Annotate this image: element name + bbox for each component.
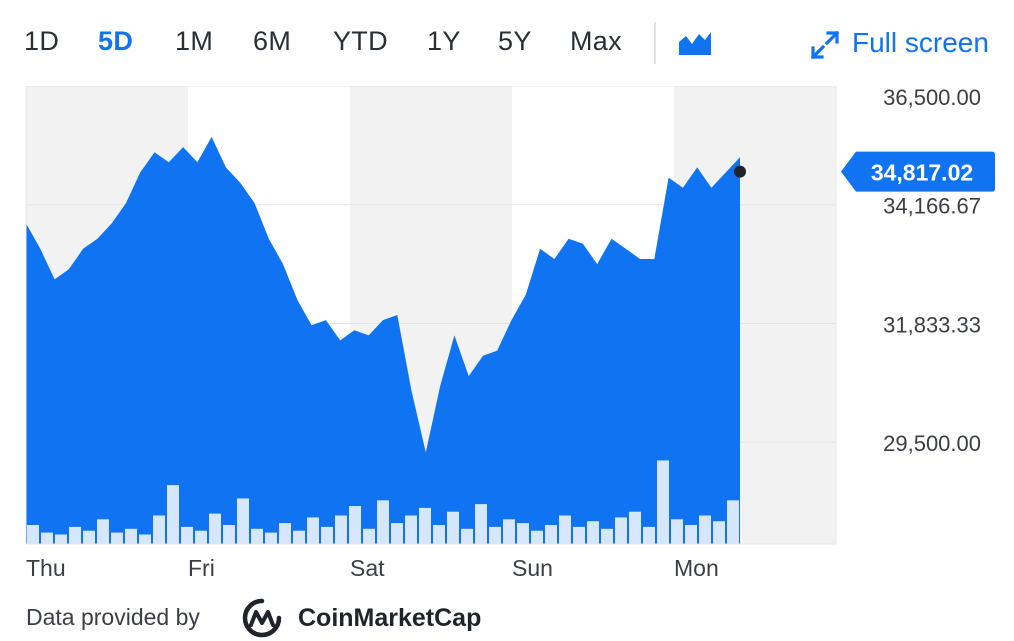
price-chart[interactable]: 36,500.00 34,166.67 31,833.33 29,500.00 Thu F… — [0, 86, 1014, 598]
volume-bar — [223, 525, 235, 544]
range-ytd[interactable]: YTD — [333, 26, 388, 56]
y-tick-label: 34,166.67 — [883, 194, 981, 219]
volume-bar — [153, 515, 165, 544]
expand-icon — [810, 30, 840, 60]
volume-bar — [265, 532, 277, 544]
range-5y[interactable]: 5Y — [498, 26, 532, 56]
volume-bar — [503, 519, 515, 544]
volume-bar — [321, 526, 333, 544]
volume-bar — [251, 528, 263, 544]
provided-by-label: Data provided by — [26, 604, 200, 630]
volume-bar — [573, 526, 585, 544]
volume-bar — [363, 528, 375, 544]
volume-bar — [181, 526, 193, 544]
current-value-dot — [734, 165, 746, 178]
provider-name: CoinMarketCap — [298, 604, 482, 632]
volume-bar — [125, 528, 137, 544]
volume-bar — [629, 511, 641, 544]
volume-bar — [55, 534, 67, 544]
current-value-label: 34,817.02 — [871, 160, 973, 186]
toolbar-divider — [654, 22, 656, 64]
plot-border — [25, 86, 837, 545]
chart-toolbar: 1D 5D 1M 6M YTD 1Y 5Y Max Full screen — [0, 0, 1014, 86]
price-area — [26, 136, 740, 544]
x-tick-label: Fri — [188, 555, 215, 581]
range-5d[interactable]: 5D — [98, 26, 134, 56]
volume-bar — [447, 511, 459, 544]
volume-bar — [335, 515, 347, 544]
range-1d[interactable]: 1D — [24, 26, 60, 56]
volume-bar — [27, 525, 39, 544]
volume-bar — [587, 521, 599, 544]
volume-bar — [139, 534, 151, 544]
volume-bar — [727, 500, 739, 544]
volume-bar — [195, 530, 207, 544]
volume-bar — [475, 504, 487, 544]
volume-bar — [391, 523, 403, 544]
volume-bar — [307, 517, 319, 544]
range-1m[interactable]: 1M — [175, 26, 214, 56]
y-tick-label: 29,500.00 — [883, 431, 981, 456]
volume-bar — [69, 526, 81, 544]
y-tick-label: 36,500.00 — [883, 86, 981, 110]
volume-bar — [293, 530, 305, 544]
volume-bar — [685, 525, 697, 544]
volume-bar — [433, 525, 445, 544]
volume-bar — [83, 530, 95, 544]
range-1y[interactable]: 1Y — [427, 26, 461, 56]
volume-bar — [419, 507, 431, 544]
volume-bar — [671, 519, 683, 544]
volume-bar — [461, 528, 473, 544]
volume-bar — [377, 500, 389, 544]
volume-bar — [111, 532, 123, 544]
volume-bar — [489, 526, 501, 544]
volume-bar — [559, 515, 571, 544]
current-value-badge — [841, 151, 995, 192]
y-tick-label: 31,833.33 — [883, 312, 981, 337]
volume-bar — [349, 506, 361, 544]
volume-bar — [531, 530, 543, 544]
area-chart-icon[interactable] — [678, 30, 712, 56]
volume-bar — [237, 498, 249, 544]
volume-bar — [713, 521, 725, 544]
x-tick-label: Mon — [674, 555, 719, 581]
volume-bar — [97, 519, 109, 544]
volume-bar — [601, 528, 613, 544]
x-tick-label: Sun — [512, 555, 553, 581]
fullscreen-label: Full screen — [852, 27, 989, 58]
volume-bar — [167, 485, 179, 544]
volume-bar — [657, 460, 669, 544]
volume-bar — [643, 526, 655, 544]
volume-bar — [517, 523, 529, 544]
coinmarketcap-logo-icon — [242, 598, 282, 638]
range-max[interactable]: Max — [570, 26, 622, 56]
x-tick-label: Sat — [350, 555, 385, 581]
volume-bar — [615, 517, 627, 544]
volume-bar — [279, 523, 291, 544]
volume-bar — [405, 515, 417, 544]
volume-bar — [209, 513, 221, 544]
volume-bar — [699, 515, 711, 544]
range-6m[interactable]: 6M — [253, 26, 292, 56]
volume-bar — [41, 532, 53, 544]
x-tick-label: Thu — [26, 555, 66, 581]
volume-bar — [545, 525, 557, 544]
